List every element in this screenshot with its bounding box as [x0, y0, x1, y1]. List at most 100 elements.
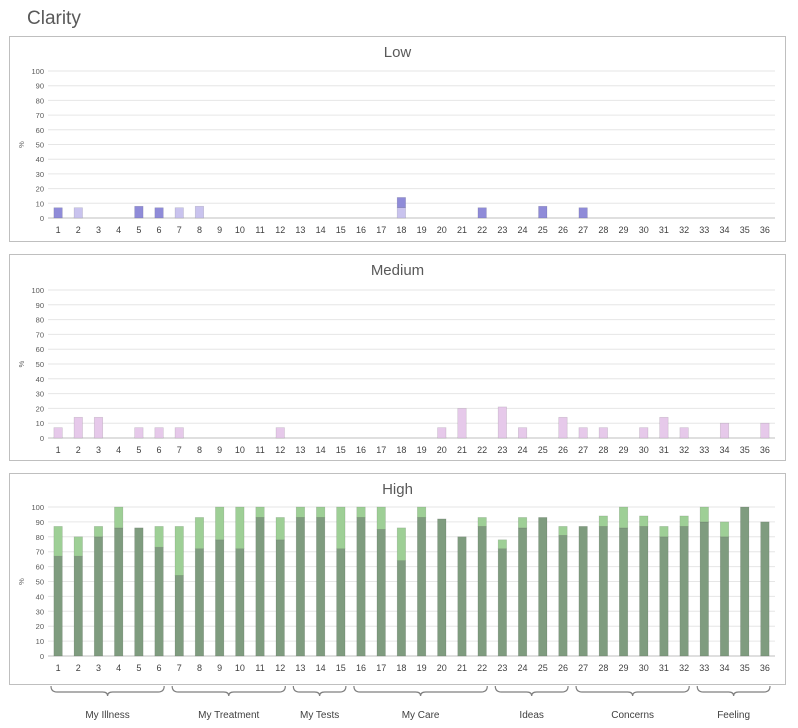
bar — [619, 527, 629, 657]
bar — [679, 515, 689, 527]
bar — [275, 427, 285, 439]
bar — [396, 197, 406, 209]
bar — [578, 526, 588, 657]
bar — [73, 207, 83, 219]
y-tick-label: 30 — [36, 170, 44, 179]
x-tick-label: 29 — [619, 663, 629, 673]
y-tick-label: 10 — [36, 419, 44, 428]
group-label: My Care — [402, 710, 440, 721]
y-tick-label: 20 — [36, 622, 44, 631]
bar — [598, 427, 608, 439]
bar — [396, 527, 406, 561]
x-tick-label: 34 — [720, 663, 730, 673]
x-tick-label: 11 — [255, 445, 264, 455]
bar — [518, 527, 528, 657]
x-tick-label: 26 — [558, 663, 568, 673]
x-tick-label: 21 — [457, 225, 467, 235]
x-tick-label: 2 — [76, 445, 81, 455]
x-tick-label: 14 — [316, 225, 326, 235]
y-axis-label: % — [17, 360, 26, 367]
bar — [437, 427, 447, 439]
x-tick-label: 32 — [679, 225, 689, 235]
y-tick-label: 0 — [40, 434, 44, 443]
x-tick-label: 18 — [396, 225, 406, 235]
x-tick-label: 28 — [598, 445, 608, 455]
bar — [174, 526, 184, 576]
x-tick-label: 23 — [497, 225, 507, 235]
bar — [93, 536, 104, 657]
bar — [619, 506, 629, 529]
x-tick-label: 26 — [558, 445, 568, 455]
y-tick-label: 60 — [36, 126, 44, 135]
x-tick-label: 35 — [740, 225, 750, 235]
bar — [376, 529, 386, 657]
x-tick-label: 30 — [639, 225, 649, 235]
x-tick-label: 2 — [76, 225, 81, 235]
y-tick-label: 50 — [36, 141, 44, 150]
x-tick-label: 8 — [197, 445, 202, 455]
x-tick-label: 28 — [598, 663, 608, 673]
x-tick-label: 5 — [136, 663, 141, 673]
y-tick-label: 40 — [36, 592, 44, 601]
bar — [114, 527, 124, 657]
bar — [194, 517, 204, 550]
x-tick-label: 2 — [76, 663, 81, 673]
x-tick-label: 13 — [295, 445, 305, 455]
x-tick-label: 15 — [336, 663, 346, 673]
x-tick-label: 23 — [497, 663, 507, 673]
bar — [396, 560, 406, 657]
group-brace — [696, 685, 771, 697]
x-tick-label: 30 — [639, 445, 649, 455]
x-tick-label: 9 — [217, 225, 222, 235]
x-tick-label: 19 — [417, 663, 427, 673]
x-tick-label: 17 — [376, 225, 386, 235]
x-tick-label: 33 — [699, 225, 709, 235]
bar — [194, 205, 204, 219]
y-axis-label: % — [17, 578, 26, 585]
x-tick-label: 36 — [760, 445, 770, 455]
bar — [215, 506, 225, 541]
group-brace — [50, 685, 165, 697]
x-tick-label: 3 — [96, 225, 101, 235]
x-tick-label: 6 — [157, 663, 162, 673]
bar — [659, 526, 669, 538]
bar — [134, 205, 144, 219]
group-label: My Treatment — [198, 710, 259, 721]
x-tick-label: 27 — [578, 225, 588, 235]
x-tick-label: 4 — [116, 225, 121, 235]
x-tick-label: 14 — [316, 663, 326, 673]
x-tick-label: 22 — [477, 663, 487, 673]
y-tick-label: 0 — [40, 214, 44, 223]
x-tick-label: 24 — [518, 225, 528, 235]
y-axis-label: % — [17, 141, 26, 148]
group-label: My Illness — [85, 710, 129, 721]
x-tick-label: 3 — [96, 663, 101, 673]
x-tick-label: 1 — [56, 445, 61, 455]
x-tick-label: 1 — [56, 225, 61, 235]
x-tick-label: 29 — [619, 225, 629, 235]
bar — [639, 427, 649, 439]
bar — [235, 506, 245, 550]
bar — [518, 427, 528, 439]
y-tick-label: 50 — [36, 578, 44, 587]
x-tick-label: 8 — [197, 663, 202, 673]
bar — [497, 406, 507, 439]
group-label: Concerns — [611, 710, 654, 721]
x-tick-label: 7 — [177, 445, 182, 455]
x-tick-label: 35 — [740, 663, 750, 673]
y-tick-label: 70 — [36, 548, 44, 557]
x-tick-label: 29 — [619, 445, 629, 455]
bar — [679, 427, 689, 439]
bar — [154, 546, 164, 657]
x-tick-label: 15 — [336, 225, 346, 235]
y-tick-label: 100 — [31, 286, 44, 295]
page-title: Clarity — [27, 8, 81, 29]
bar — [659, 416, 669, 439]
bar — [558, 416, 568, 439]
bar — [760, 521, 770, 657]
group-brace — [171, 685, 286, 697]
bar — [295, 506, 305, 518]
chart-title: Low — [384, 44, 412, 61]
bar — [477, 207, 487, 219]
